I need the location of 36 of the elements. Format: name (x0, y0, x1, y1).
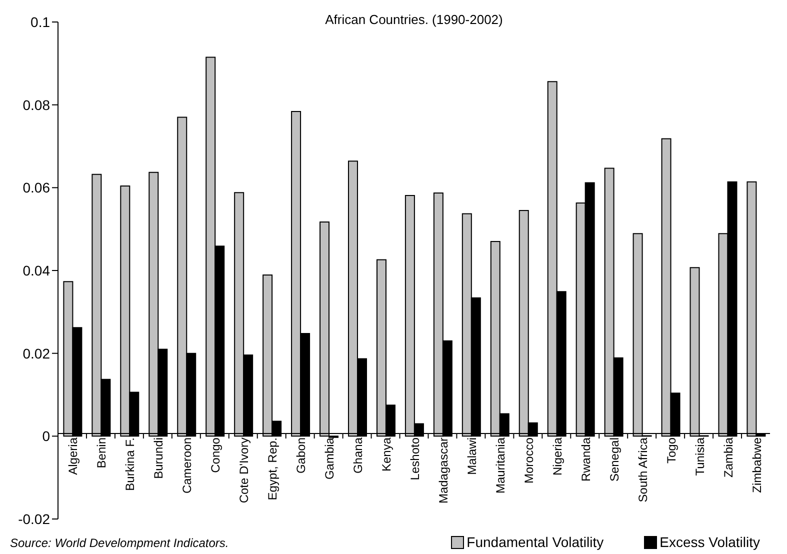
x-tick-label: Gambia (322, 437, 337, 480)
x-tick-label: Kenya (380, 437, 394, 472)
x-tick-label: Leshoto (408, 437, 422, 480)
y-tick-label: 0.06 (22, 180, 50, 196)
legend-label: Excess Volatility (658, 534, 760, 550)
x-tick-label: Madagascar (436, 438, 450, 504)
y-tick-label: -0.02 (18, 510, 50, 527)
x-tick-label: Morocco (522, 437, 536, 484)
y-tick-label: 0.1 (30, 14, 50, 30)
x-tick-label: Rwanda (578, 437, 593, 482)
x-tick-label: Egypt, Rep. (266, 438, 280, 500)
y-tick-label: 0.04 (22, 262, 50, 278)
x-tick-label: Cameroon (180, 438, 194, 494)
x-tick-label: Senegal (607, 438, 622, 482)
chart-title: African Countries. (1990-2002) (324, 12, 504, 27)
x-tick-label: Zambia (721, 437, 736, 478)
y-tick-label: 0.08 (22, 96, 50, 113)
y-tick-label: 0.02 (22, 345, 50, 362)
x-tick-label: Burkina F. (123, 438, 138, 491)
x-tick-label: Togo (664, 437, 678, 464)
source-note: Source: World Develompment Indicators. (10, 536, 229, 550)
x-tick-label: Ghana (351, 437, 366, 474)
x-tick-label: Tunisia (692, 437, 707, 476)
x-tick-label: South Africa (636, 437, 650, 502)
x-tick-label: Cote D'Ivory (237, 438, 252, 504)
x-tick-label: Benin (94, 438, 109, 468)
x-tick-label: Gabon (294, 438, 308, 474)
legend-label: Fundamental Volatility (466, 534, 604, 550)
x-tick-label: Malawi (464, 438, 479, 475)
x-tick-label: Mauritania (493, 437, 508, 494)
x-tick-label: Congo (208, 437, 223, 473)
x-tick-label: Algeria (66, 437, 80, 475)
x-tick-label: Nigeria (550, 437, 564, 476)
x-tick-label: Burundi (152, 438, 166, 479)
x-tick-label: Zimbabwe (750, 437, 764, 493)
y-tick-label: 0 (42, 428, 50, 444)
